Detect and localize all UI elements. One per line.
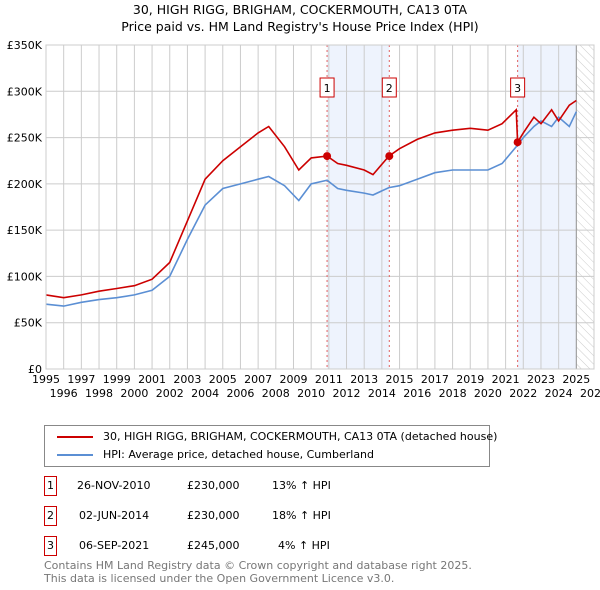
x-tick-label: 2019 bbox=[456, 373, 484, 386]
chart-title: 30, HIGH RIGG, BRIGHAM, COCKERMOUTH, CA1… bbox=[132, 2, 468, 17]
x-tick-label: 2020 bbox=[474, 387, 502, 400]
x-tick-label: 2002 bbox=[156, 387, 184, 400]
y-tick-label: £350K bbox=[7, 39, 43, 52]
x-tick-label: 1996 bbox=[50, 387, 78, 400]
y-tick-label: £100K bbox=[7, 270, 43, 283]
sale-marker-box bbox=[510, 77, 526, 98]
y-tick-label: £200K bbox=[7, 178, 43, 191]
x-tick-label: 2026 bbox=[580, 387, 600, 400]
hpi-change: 4% ↑ HPI bbox=[278, 539, 330, 552]
x-tick-label: 2025 bbox=[562, 373, 590, 386]
marker-badge: 1 bbox=[44, 476, 57, 496]
y-tick-label: £0 bbox=[28, 363, 42, 376]
hpi-change: 18% ↑ HPI bbox=[272, 509, 331, 522]
x-tick-label: 2003 bbox=[173, 373, 201, 386]
x-tick-label: 2016 bbox=[403, 387, 431, 400]
x-tick-label: 2023 bbox=[527, 373, 555, 386]
plot-border bbox=[45, 44, 595, 370]
legend-item-property: 30, HIGH RIGG, BRIGHAM, COCKERMOUTH, CA1… bbox=[57, 430, 497, 444]
x-tick-label: 1997 bbox=[67, 373, 95, 386]
sale-point bbox=[323, 152, 332, 161]
x-tick-label: 2018 bbox=[439, 387, 467, 400]
date: 06-SEP-2021 bbox=[79, 539, 150, 552]
x-tick-label: 2006 bbox=[226, 387, 254, 400]
sale-marker-box bbox=[381, 77, 397, 98]
price-chart: 1995199619971998199920002001200220032004… bbox=[7, 39, 600, 400]
date: 02-JUN-2014 bbox=[79, 509, 150, 522]
shaded-region bbox=[327, 45, 390, 369]
x-tick-label: 2017 bbox=[421, 373, 449, 386]
legend-label: 30, HIGH RIGG, BRIGHAM, COCKERMOUTH, CA1… bbox=[103, 430, 498, 443]
forecast-hatch bbox=[576, 45, 594, 369]
legend-item-hpi: HPI: Average price, detached house, Cumb… bbox=[57, 448, 374, 462]
x-tick-label: 2005 bbox=[209, 373, 237, 386]
x-tick-label: 2014 bbox=[368, 387, 396, 400]
y-tick-label: £250K bbox=[7, 132, 43, 145]
x-tick-label: 2022 bbox=[509, 387, 537, 400]
x-tick-label: 2024 bbox=[545, 387, 573, 400]
shaded-region bbox=[517, 45, 577, 369]
sale-marker-box bbox=[319, 77, 335, 98]
hpi-change: 13% ↑ HPI bbox=[272, 479, 331, 492]
x-tick-label: 2010 bbox=[297, 387, 325, 400]
price: £230,000 bbox=[187, 509, 240, 522]
price: £245,000 bbox=[187, 539, 240, 552]
x-tick-label: 1995 bbox=[32, 373, 60, 386]
x-tick-label: 2004 bbox=[191, 387, 219, 400]
marker-badge: 3 bbox=[44, 536, 57, 556]
footer-copyright: Contains HM Land Registry data © Crown c… bbox=[44, 559, 472, 572]
x-tick-label: 2009 bbox=[279, 373, 307, 386]
legend-swatch bbox=[57, 454, 93, 456]
date: 26-NOV-2010 bbox=[77, 479, 151, 492]
sale-marker-label: 2 bbox=[386, 82, 393, 95]
x-tick-label: 2007 bbox=[244, 373, 272, 386]
hpi-line bbox=[45, 111, 578, 307]
sale-marker-label: 1 bbox=[324, 82, 331, 95]
property-price-line bbox=[45, 99, 577, 299]
x-tick-label: 2011 bbox=[315, 373, 343, 386]
y-tick-label: £150K bbox=[7, 224, 43, 237]
x-tick-label: 2012 bbox=[333, 387, 361, 400]
sale-point bbox=[513, 138, 522, 147]
transaction-row: 3 06-SEP-2021 £245,000 4% ↑ HPI bbox=[44, 536, 444, 556]
x-tick-label: 2021 bbox=[492, 373, 520, 386]
x-tick-label: 2015 bbox=[386, 373, 414, 386]
sale-point bbox=[385, 152, 394, 161]
sale-marker-label: 3 bbox=[514, 82, 521, 95]
x-tick-label: 2001 bbox=[138, 373, 166, 386]
marker-badge: 2 bbox=[44, 506, 57, 526]
x-tick-label: 2000 bbox=[120, 387, 148, 400]
footer-licence: This data is licensed under the Open Gov… bbox=[44, 572, 395, 585]
transaction-row: 2 02-JUN-2014 £230,000 18% ↑ HPI bbox=[44, 506, 444, 526]
price: £230,000 bbox=[187, 479, 240, 492]
legend-swatch bbox=[57, 436, 93, 438]
x-tick-label: 1998 bbox=[85, 387, 113, 400]
y-tick-label: £50K bbox=[14, 317, 43, 330]
chart-subtitle: Price paid vs. HM Land Registry's House … bbox=[121, 19, 479, 34]
x-tick-label: 1999 bbox=[103, 373, 131, 386]
legend: 30, HIGH RIGG, BRIGHAM, COCKERMOUTH, CA1… bbox=[44, 425, 497, 467]
y-tick-label: £300K bbox=[7, 85, 43, 98]
x-tick-label: 2013 bbox=[350, 373, 378, 386]
x-tick-label: 2008 bbox=[262, 387, 290, 400]
transaction-row: 1 26-NOV-2010 £230,000 13% ↑ HPI bbox=[44, 476, 444, 496]
legend-label: HPI: Average price, detached house, Cumb… bbox=[103, 448, 375, 461]
footer: Contains HM Land Registry data © Crown c… bbox=[44, 559, 472, 585]
